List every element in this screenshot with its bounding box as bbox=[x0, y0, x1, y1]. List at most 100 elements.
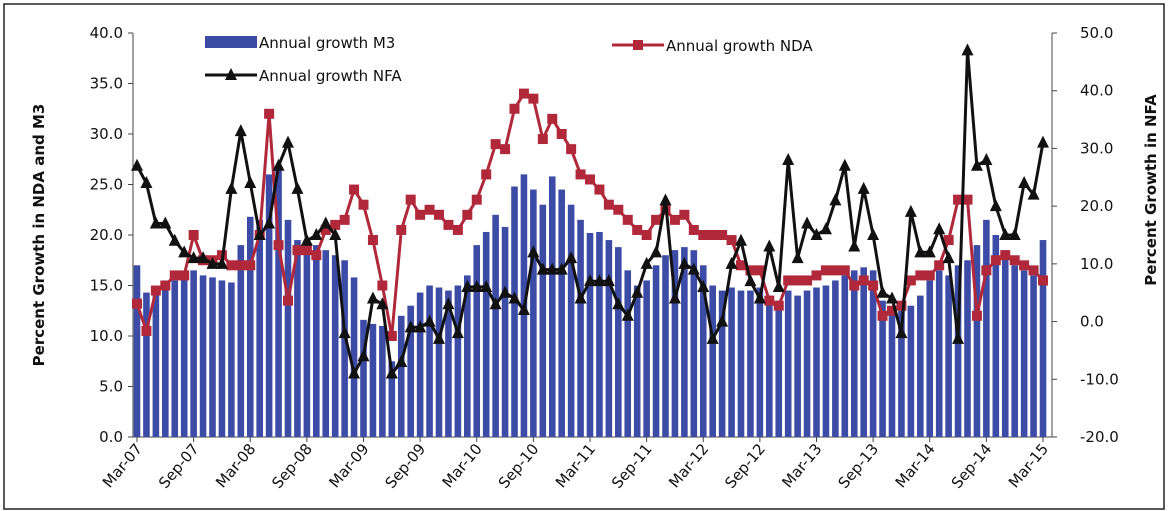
bar bbox=[426, 285, 433, 437]
marker bbox=[187, 251, 200, 264]
marker bbox=[716, 314, 729, 327]
bar bbox=[671, 250, 679, 437]
bar bbox=[1020, 270, 1028, 437]
bar bbox=[454, 285, 462, 437]
marker bbox=[555, 262, 568, 275]
marker bbox=[621, 308, 634, 321]
legend-swatch bbox=[205, 36, 257, 48]
bar bbox=[860, 267, 867, 437]
bar bbox=[879, 300, 886, 437]
bar bbox=[482, 231, 490, 437]
x-tick-label: Mar-14 bbox=[892, 440, 939, 491]
bar bbox=[294, 240, 301, 437]
bar bbox=[218, 280, 226, 437]
marker bbox=[783, 275, 794, 286]
bar bbox=[1030, 275, 1037, 437]
marker bbox=[698, 230, 709, 240]
bar bbox=[926, 280, 934, 437]
marker bbox=[594, 184, 605, 195]
marker bbox=[546, 262, 559, 275]
marker bbox=[933, 222, 946, 235]
marker bbox=[1000, 250, 1011, 261]
y-tick-label: 0.0 bbox=[99, 428, 123, 446]
x-tick-label: Mar-13 bbox=[778, 440, 825, 491]
bar bbox=[331, 255, 339, 437]
bar bbox=[303, 243, 311, 437]
y2-tick-label: 50.0 bbox=[1080, 24, 1113, 42]
x-tick-label: Mar-10 bbox=[439, 440, 486, 491]
marker bbox=[310, 228, 323, 240]
bar bbox=[841, 275, 849, 437]
bar bbox=[747, 290, 754, 437]
marker bbox=[423, 314, 436, 327]
marker bbox=[575, 169, 586, 180]
marker bbox=[942, 251, 955, 264]
bar bbox=[794, 295, 801, 437]
y2-tick-label: 40.0 bbox=[1080, 82, 1113, 100]
bar bbox=[445, 290, 452, 437]
marker bbox=[725, 256, 738, 269]
marker bbox=[990, 255, 1001, 266]
x-tick-label: Mar-07 bbox=[99, 440, 146, 491]
marker bbox=[830, 265, 841, 276]
marker bbox=[764, 295, 775, 306]
marker bbox=[679, 209, 690, 220]
bar bbox=[728, 287, 735, 437]
marker bbox=[819, 222, 832, 235]
marker bbox=[159, 216, 172, 229]
marker bbox=[197, 251, 210, 264]
marker bbox=[791, 251, 804, 264]
x-tick-label: Sep-09 bbox=[381, 440, 429, 492]
bar bbox=[652, 265, 660, 437]
marker bbox=[792, 275, 803, 286]
marker bbox=[245, 260, 256, 271]
bar bbox=[766, 295, 773, 437]
marker bbox=[895, 326, 908, 339]
marker bbox=[896, 300, 907, 311]
marker bbox=[452, 224, 463, 235]
marker bbox=[970, 158, 983, 171]
marker bbox=[1028, 265, 1039, 276]
marker bbox=[867, 228, 880, 240]
marker bbox=[641, 230, 652, 240]
marker bbox=[574, 291, 587, 304]
marker bbox=[923, 245, 936, 258]
marker bbox=[282, 135, 294, 148]
marker bbox=[971, 310, 982, 321]
marker bbox=[810, 228, 823, 240]
marker bbox=[593, 274, 606, 287]
bar bbox=[369, 323, 377, 437]
marker bbox=[385, 366, 398, 379]
bar bbox=[709, 285, 716, 437]
bar bbox=[341, 260, 348, 437]
marker bbox=[886, 291, 898, 304]
y2-axis-title: Percent Growth in NFA bbox=[1142, 94, 1160, 286]
bar bbox=[501, 226, 509, 437]
marker bbox=[206, 256, 219, 269]
bar bbox=[246, 216, 254, 437]
marker bbox=[782, 152, 795, 165]
bar bbox=[133, 265, 141, 437]
bar bbox=[180, 275, 188, 437]
marker bbox=[1018, 176, 1031, 189]
marker bbox=[999, 228, 1012, 240]
bar bbox=[737, 290, 745, 437]
marker bbox=[235, 260, 246, 271]
marker bbox=[141, 325, 152, 336]
marker bbox=[349, 184, 360, 195]
x-tick-label: Mar-11 bbox=[552, 440, 599, 491]
bar bbox=[162, 280, 169, 437]
marker bbox=[215, 256, 228, 269]
marker bbox=[338, 326, 351, 339]
marker bbox=[358, 199, 369, 210]
y2-tick-label: 30.0 bbox=[1080, 139, 1113, 157]
bar bbox=[1011, 265, 1018, 437]
marker bbox=[802, 275, 813, 286]
x-tick-label: Sep-08 bbox=[268, 440, 316, 492]
bar bbox=[596, 231, 603, 437]
bar bbox=[718, 290, 726, 437]
bar bbox=[171, 280, 179, 437]
bar bbox=[973, 245, 981, 437]
marker bbox=[366, 291, 379, 304]
y2-tick-label: 0.0 bbox=[1080, 313, 1104, 331]
